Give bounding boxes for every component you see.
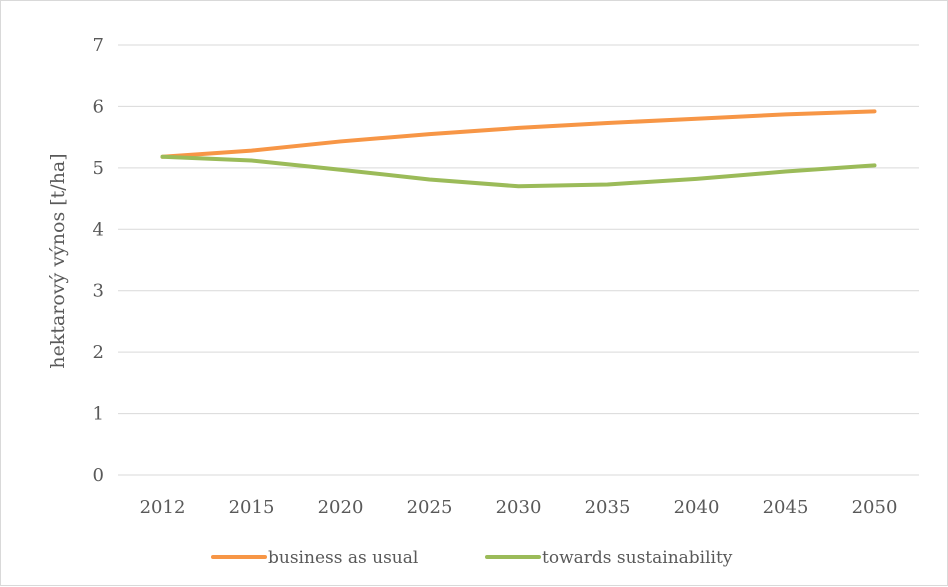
y-axis-ticks: 0 1 2 3 4 5 6 7 [93,35,104,486]
series-line-business-as-usual [160,109,877,159]
x-tick-label: 2020 [318,497,364,518]
y-tick-label: 1 [93,404,104,425]
y-tick-label: 7 [93,35,104,56]
x-axis-ticks: 2012 2015 2020 2025 2030 2035 2040 2045 2050 [140,497,898,518]
y-axis-label: hektarový výnos [t/ha] [47,153,69,368]
y-tick-label: 5 [93,158,104,179]
y-tick-label: 6 [93,96,104,117]
series-line-towards-sustainability [160,154,877,189]
x-tick-label: 2030 [496,497,542,518]
x-tick-label: 2035 [585,497,631,518]
gridlines [118,44,919,476]
y-tick-label: 2 [93,342,104,363]
x-tick-label: 2025 [407,497,453,518]
x-tick-label: 2012 [140,497,186,518]
y-tick-label: 4 [93,219,104,240]
series-lines [160,109,877,189]
y-tick-label: 3 [93,281,104,302]
legend-label: business as usual [268,548,418,568]
x-tick-label: 2015 [229,497,275,518]
x-tick-label: 2040 [674,497,720,518]
legend-label: towards sustainability [542,548,733,568]
x-tick-label: 2050 [852,497,898,518]
x-tick-label: 2045 [763,497,809,518]
y-tick-label: 0 [93,465,104,486]
legend: business as usual towards sustainability [211,548,733,568]
